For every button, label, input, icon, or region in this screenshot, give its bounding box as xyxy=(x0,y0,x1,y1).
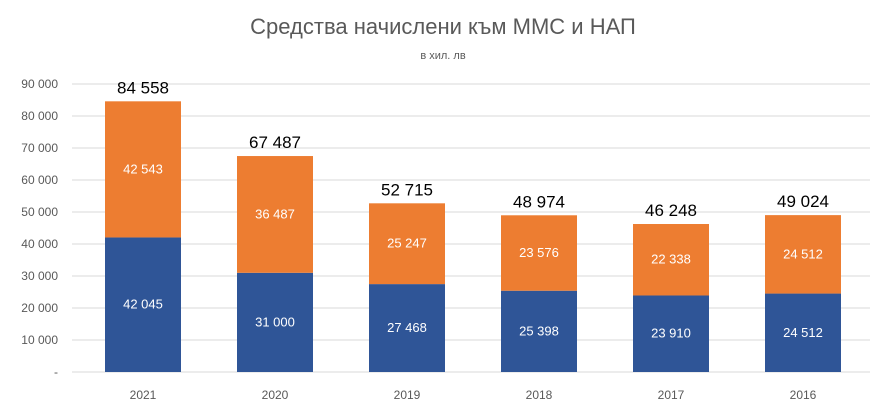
bar-segment xyxy=(501,215,577,291)
data-label: 23 910 xyxy=(651,326,691,341)
bar-segment xyxy=(105,101,181,238)
data-label: 27 468 xyxy=(387,320,427,335)
y-tick-label: 80 000 xyxy=(21,109,58,123)
x-tick-label: 2017 xyxy=(658,388,685,402)
x-tick-label: 2016 xyxy=(790,388,817,402)
y-tick-label: 20 000 xyxy=(21,301,58,315)
y-tick-label: 30 000 xyxy=(21,269,58,283)
bar-segment xyxy=(369,284,445,372)
y-tick-label: 10 000 xyxy=(21,333,58,347)
data-label: 42 045 xyxy=(123,297,163,312)
x-tick-label: 2018 xyxy=(526,388,553,402)
bar-segment xyxy=(237,156,313,273)
x-tick-label: 2021 xyxy=(130,388,157,402)
bar-segment xyxy=(633,295,709,372)
bar-segment xyxy=(501,290,577,372)
bar-segment xyxy=(105,237,181,372)
data-label: 24 512 xyxy=(783,325,823,340)
total-label: 84 558 xyxy=(117,78,169,97)
total-label: 48 974 xyxy=(513,192,565,211)
total-label: 49 024 xyxy=(777,192,829,211)
data-label: 36 487 xyxy=(255,206,295,221)
total-label: 67 487 xyxy=(249,133,301,152)
x-tick-label: 2020 xyxy=(262,388,289,402)
bar-segment xyxy=(633,224,709,296)
data-label: 24 512 xyxy=(783,246,823,261)
chart-title: Средства начислени към ММС и НАП xyxy=(250,14,636,39)
bar-segment xyxy=(765,215,841,294)
y-tick-label: 40 000 xyxy=(21,237,58,251)
total-label: 46 248 xyxy=(645,201,697,220)
data-label: 25 247 xyxy=(387,236,427,251)
data-label: 23 576 xyxy=(519,245,559,260)
y-tick-label: 90 000 xyxy=(21,77,58,91)
data-label: 42 543 xyxy=(123,161,163,176)
bar-segment xyxy=(765,293,841,372)
data-label: 31 000 xyxy=(255,314,295,329)
total-label: 52 715 xyxy=(381,180,433,199)
data-label: 25 398 xyxy=(519,323,559,338)
y-tick-label: 70 000 xyxy=(21,141,58,155)
bar-segment xyxy=(237,272,313,372)
chart-subtitle: в хил. лв xyxy=(420,50,466,62)
y-tick-label: 50 000 xyxy=(21,205,58,219)
bar-segment xyxy=(369,203,445,285)
data-label: 22 338 xyxy=(651,252,691,267)
x-tick-label: 2019 xyxy=(394,388,421,402)
y-tick-label: - xyxy=(54,365,58,379)
y-tick-label: 60 000 xyxy=(21,173,58,187)
